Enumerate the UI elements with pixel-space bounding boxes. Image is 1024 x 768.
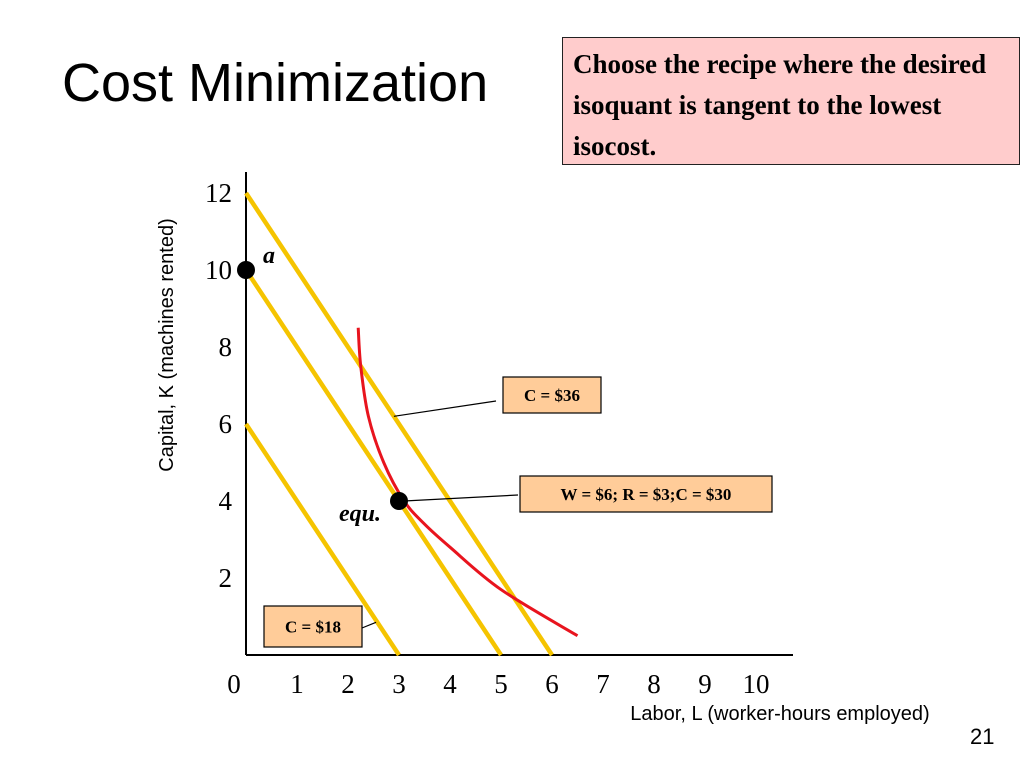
isocost-line-1 — [244, 422, 401, 657]
label-c36-box — [502, 376, 602, 414]
x-tick-label-9: 9 — [698, 669, 712, 699]
x-tick-label-8: 8 — [647, 669, 661, 699]
x-tick-label-4: 4 — [443, 669, 457, 699]
leader-layer — [361, 400, 519, 629]
point-a-label: a — [263, 243, 275, 269]
x-tick-label-0: 0 — [227, 669, 241, 699]
y-tick-label-4: 4 — [219, 486, 233, 516]
annotation-layer: C = $36 W = $6; R = $3;C = $30 C = $18 — [263, 376, 773, 648]
page-number: 21 — [970, 724, 995, 749]
y-tick-label-10: 10 — [205, 255, 232, 285]
x-tick-label-3: 3 — [392, 669, 406, 699]
label-c18-box — [263, 605, 363, 648]
isocost-line-3 — [244, 191, 554, 657]
point-equ-marker — [390, 492, 408, 510]
x-tick-label-7: 7 — [596, 669, 610, 699]
x-tick-label-6: 6 — [545, 669, 559, 699]
x-axis-title: Labor, L (worker-hours employed) — [630, 703, 929, 725]
label-c36-leader — [393, 400, 497, 417]
label-c36-text: C = $36 — [524, 386, 580, 405]
label-c18-leader — [361, 621, 377, 629]
point-a-marker — [237, 261, 255, 279]
note-box: Choose the recipe where the desired isoq… — [562, 37, 1020, 165]
x-tick-label-10: 10 — [743, 669, 770, 699]
x-tick-label-1: 1 — [290, 669, 304, 699]
label-w6-r3-c30-text: W = $6; R = $3;C = $30 — [561, 485, 732, 504]
x-tick-labels: 0 1 2 3 4 5 6 7 8 9 10 — [227, 669, 769, 699]
x-tick-label-5: 5 — [494, 669, 508, 699]
y-tick-label-2: 2 — [219, 563, 233, 593]
y-tick-labels: 2 4 6 8 10 12 — [205, 178, 233, 593]
y-tick-label-6: 6 — [219, 409, 233, 439]
x-tick-label-2: 2 — [341, 669, 355, 699]
label-w6-r3-c30-leader — [404, 494, 519, 502]
point-layer: a equ. — [237, 243, 408, 527]
series-layer — [244, 191, 579, 657]
point-equ-label: equ. — [339, 501, 381, 527]
y-tick-label-8: 8 — [219, 332, 233, 362]
y-axis-title: Capital, K (machines rented) — [156, 218, 178, 471]
isocost-line-2 — [244, 268, 503, 657]
slide-title: Cost Minimization — [62, 53, 489, 113]
label-w6-r3-c30-box — [519, 475, 773, 513]
y-tick-label-12: 12 — [205, 178, 232, 208]
label-c18-text: C = $18 — [285, 618, 341, 637]
